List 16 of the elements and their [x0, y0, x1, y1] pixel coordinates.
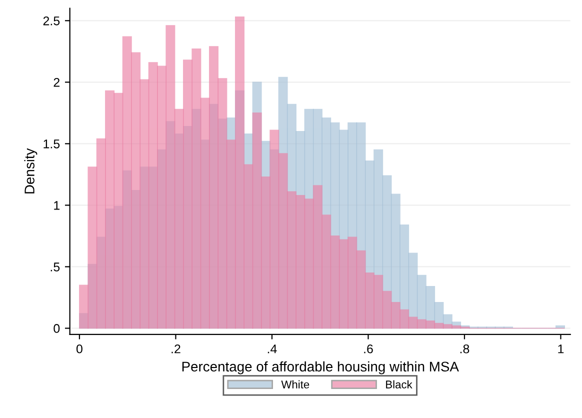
x-tick-label: 1 [558, 344, 564, 354]
y-tick-label: 2.5 [43, 16, 60, 26]
x-axis-title: Percentage of affordable housing within MSA [182, 361, 459, 374]
x-tick-label: .4 [268, 344, 277, 354]
y-tick-label: 2 [54, 78, 60, 87]
y-tick-label: .5 [50, 262, 60, 272]
x-tick-label: 0 [76, 344, 82, 354]
legend-label: White [281, 380, 310, 388]
y-axis-title: Density [24, 148, 38, 194]
y-tick-label: 0 [54, 324, 60, 333]
y-tick-label: 1.5 [44, 140, 60, 148]
x-tick-label: .8 [460, 344, 470, 354]
x-tick-label: .6 [364, 344, 373, 354]
x-tick-label: .2 [172, 344, 180, 354]
y-tick-label: 1 [54, 201, 60, 210]
legend-label: Black [386, 380, 412, 388]
